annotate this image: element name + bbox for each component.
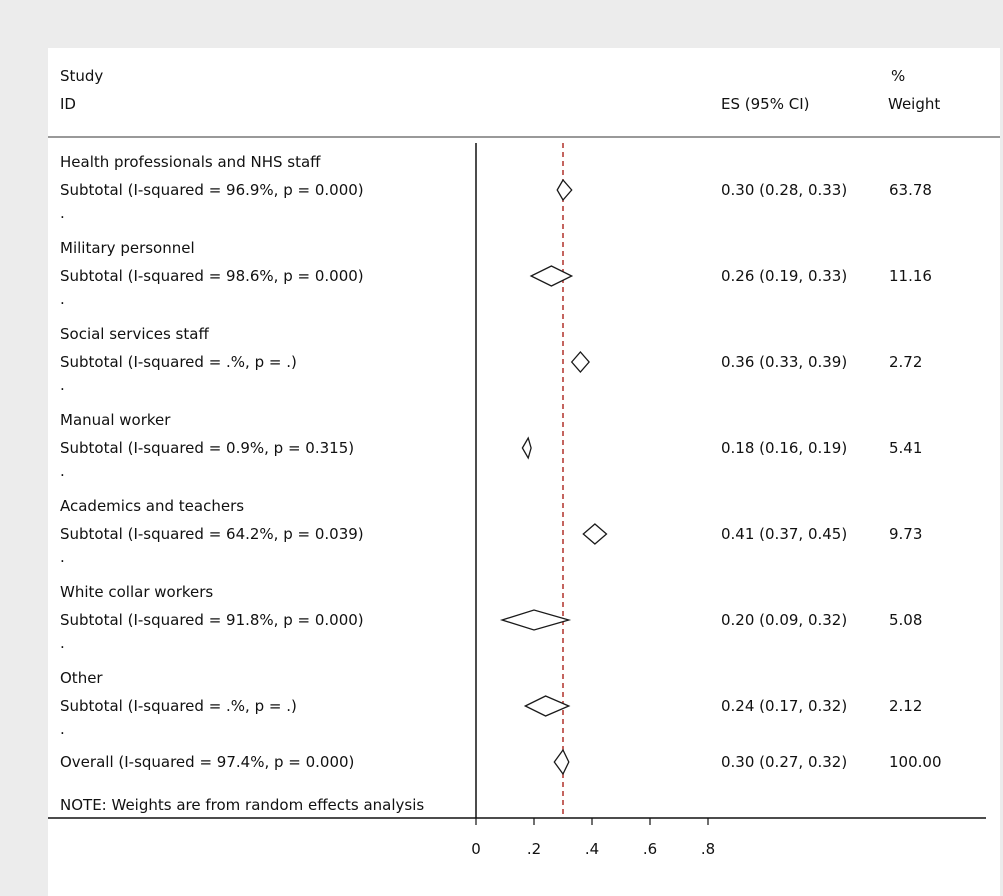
es-ci-value: 0.36 (0.33, 0.39) <box>721 353 847 371</box>
subtotal-label: Subtotal (I-squared = .%, p = .) <box>60 353 297 371</box>
overall-weight-value: 100.00 <box>889 753 942 771</box>
es-ci-value: 0.26 (0.19, 0.33) <box>721 267 847 285</box>
subtotal-diamond <box>523 695 571 717</box>
header-es: ES (95% CI) <box>721 95 809 113</box>
subtotal-diamond <box>521 436 532 460</box>
weight-value: 2.72 <box>889 353 922 371</box>
separator-dot: . <box>60 462 65 480</box>
separator-dot: . <box>60 634 65 652</box>
group-label: Health professionals and NHS staff <box>60 153 321 171</box>
header-id: ID <box>60 95 76 113</box>
weight-value: 9.73 <box>889 525 922 543</box>
overall-label: Overall (I-squared = 97.4%, p = 0.000) <box>60 753 354 771</box>
group-label: Social services staff <box>60 325 209 343</box>
subtotal-diamond <box>499 609 572 631</box>
weight-value: 63.78 <box>889 181 932 199</box>
subtotal-label: Subtotal (I-squared = 64.2%, p = 0.039) <box>60 525 364 543</box>
group-label: Other <box>60 669 103 687</box>
group-label: Academics and teachers <box>60 497 244 515</box>
weight-value: 5.08 <box>889 611 922 629</box>
separator-dot: . <box>60 204 65 222</box>
group-label: Manual worker <box>60 411 171 429</box>
overall-diamond <box>553 748 570 776</box>
x-tick-label: .8 <box>701 840 715 858</box>
subtotal-label: Subtotal (I-squared = 91.8%, p = 0.000) <box>60 611 364 629</box>
subtotal-label: Subtotal (I-squared = 98.6%, p = 0.000) <box>60 267 364 285</box>
subtotal-diamond <box>556 178 573 202</box>
weight-value: 5.41 <box>889 439 922 457</box>
es-ci-value: 0.41 (0.37, 0.45) <box>721 525 847 543</box>
separator-dot: . <box>60 376 65 394</box>
study-rows: Health professionals and NHS staff Subtot… <box>60 153 942 771</box>
x-tick-label: 0 <box>471 840 481 858</box>
subtotal-label: Subtotal (I-squared = 0.9%, p = 0.315) <box>60 439 354 457</box>
separator-dot: . <box>60 720 65 738</box>
forest-plot: Study ID ES (95% CI) % Weight Health pro… <box>48 48 1000 896</box>
weight-value: 2.12 <box>889 697 922 715</box>
header-weight-symbol: % <box>891 67 905 85</box>
es-ci-value: 0.30 (0.28, 0.33) <box>721 181 847 199</box>
es-ci-value: 0.24 (0.17, 0.32) <box>721 697 847 715</box>
subtotal-label: Subtotal (I-squared = 96.9%, p = 0.000) <box>60 181 364 199</box>
x-tick-label: .2 <box>527 840 541 858</box>
subtotal-diamond <box>582 523 608 545</box>
plot-panel <box>48 48 1000 896</box>
weight-value: 11.16 <box>889 267 932 285</box>
x-tick-label: .6 <box>643 840 657 858</box>
diamonds <box>499 178 608 776</box>
separator-dot: . <box>60 548 65 566</box>
x-tick-label: .4 <box>585 840 599 858</box>
group-label: Military personnel <box>60 239 195 257</box>
subtotal-label: Subtotal (I-squared = .%, p = .) <box>60 697 297 715</box>
note-text: NOTE: Weights are from random effects an… <box>60 796 424 814</box>
es-ci-value: 0.18 (0.16, 0.19) <box>721 439 847 457</box>
es-ci-value: 0.20 (0.09, 0.32) <box>721 611 847 629</box>
subtotal-diamond <box>529 265 574 287</box>
header-study: Study <box>60 67 103 85</box>
overall-es-ci-value: 0.30 (0.27, 0.32) <box>721 753 847 771</box>
header-weight: Weight <box>888 95 940 113</box>
group-label: White collar workers <box>60 583 213 601</box>
subtotal-diamond <box>570 351 590 373</box>
separator-dot: . <box>60 290 65 308</box>
x-axis-ticks: 0 .2 .4 .6 .8 <box>471 818 715 858</box>
